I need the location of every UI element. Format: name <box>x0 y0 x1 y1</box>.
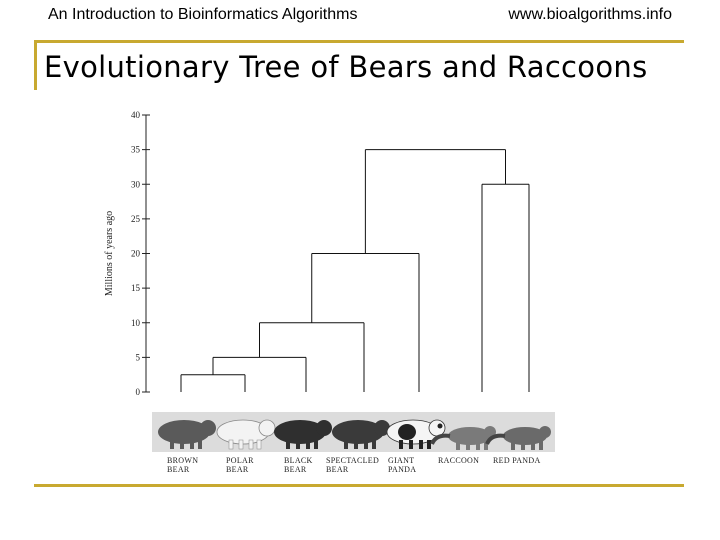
animal-illustrations <box>152 412 555 452</box>
tree-branches <box>180 149 530 392</box>
species-label-black-line2: BEAR <box>284 465 307 474</box>
brown-bear-picture <box>158 420 216 449</box>
y-tick-label: 20 <box>131 249 141 259</box>
y-tick-label: 15 <box>131 283 141 293</box>
species-label-spectacled: SPECTACLED <box>326 456 379 465</box>
species-label-black: BLACK <box>284 456 313 465</box>
header-course-title: An Introduction to Bioinformatics Algori… <box>48 6 358 23</box>
species-label-brown: BROWN <box>167 456 198 465</box>
y-tick-label: 35 <box>131 145 141 155</box>
title-accent-horizontal <box>34 40 684 43</box>
raccoon-picture <box>430 426 496 450</box>
y-tick-label: 25 <box>131 214 141 224</box>
y-tick-label: 40 <box>131 110 141 120</box>
species-label-raccoon: RACCOON <box>438 456 479 465</box>
giant-panda-picture <box>386 419 446 449</box>
y-axis-label: Millions of years ago <box>104 211 115 296</box>
species-label-polar: POLAR <box>226 456 254 465</box>
species-labels: BROWNBEARPOLARBEARBLACKBEARSPECTACLEDBEA… <box>167 456 541 474</box>
bottom-rule <box>34 484 684 487</box>
species-label-polar-line2: BEAR <box>226 465 249 474</box>
y-tick-label: 0 <box>136 387 141 397</box>
y-tick-label: 10 <box>131 318 141 328</box>
title-accent-vertical <box>34 40 37 90</box>
species-label-brown-line2: BEAR <box>167 465 190 474</box>
red-panda-picture <box>485 426 551 450</box>
species-label-redpanda: RED PANDA <box>493 456 541 465</box>
y-tick-label: 5 <box>136 352 141 362</box>
header-website: www.bioalgorithms.info <box>508 6 672 23</box>
spectacled-bear-picture <box>332 420 390 449</box>
slide-title: Evolutionary Tree of Bears and Raccoons <box>44 50 648 84</box>
species-label-panda: GIANT <box>388 456 414 465</box>
polar-bear-picture <box>216 419 276 450</box>
y-axis: 0 5 10 15 20 25 30 35 40 Millions of years ago <box>104 110 150 397</box>
species-label-panda-line2: PANDA <box>388 465 416 474</box>
title-frame: Evolutionary Tree of Bears and Raccoons <box>34 40 684 90</box>
y-tick-label: 30 <box>131 179 141 189</box>
black-bear-picture <box>274 420 332 449</box>
species-label-spectacled-line2: BEAR <box>326 465 349 474</box>
